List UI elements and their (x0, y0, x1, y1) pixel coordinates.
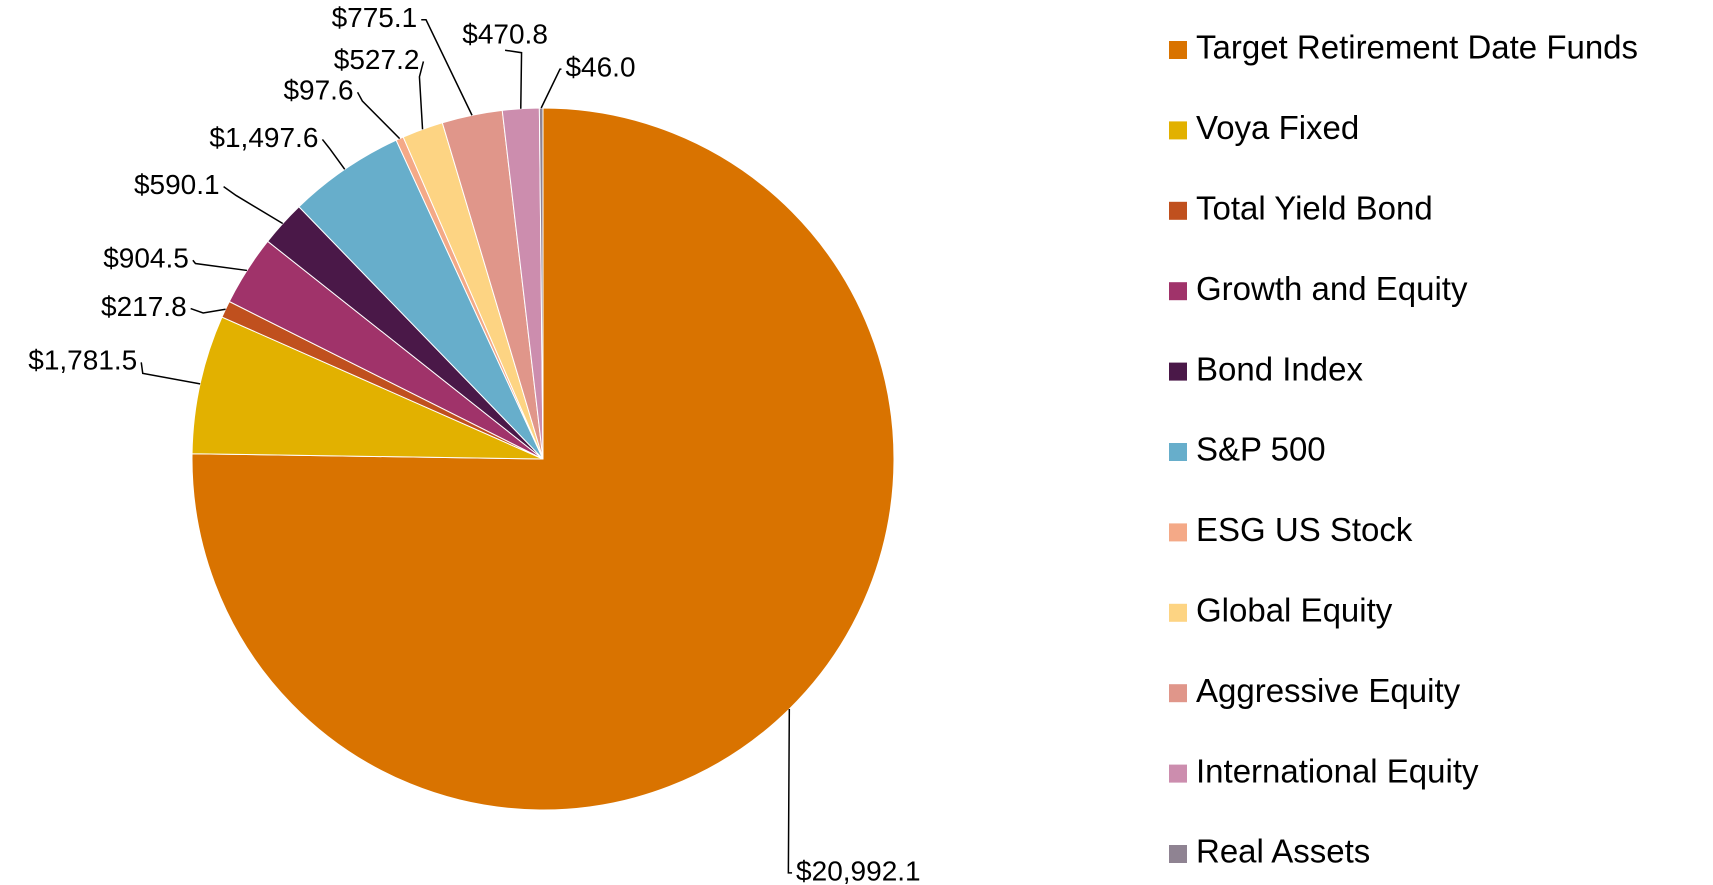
leader-line (321, 138, 346, 170)
legend-label: Bond Index (1196, 350, 1363, 387)
leader-line (190, 307, 226, 314)
legend-swatch (1169, 443, 1187, 461)
data-label: $775.1 (332, 2, 418, 33)
data-label: $527.2 (334, 44, 420, 75)
leader-line (192, 259, 248, 272)
data-label: $20,992.1 (796, 855, 921, 885)
leader-line (140, 362, 201, 385)
legend-swatch (1169, 845, 1187, 863)
legend-swatch (1169, 362, 1187, 381)
leader-line (356, 91, 401, 140)
leader-line (504, 49, 523, 109)
legend-swatch (1169, 684, 1187, 703)
legend-label: Real Assets (1196, 833, 1370, 870)
legend-label: S&P 500 (1196, 431, 1326, 468)
data-label: $46.0 (565, 52, 635, 83)
leader-line (787, 709, 793, 874)
legend-swatch (1169, 764, 1187, 783)
data-label: $470.8 (462, 19, 548, 50)
legend-label: Global Equity (1196, 592, 1393, 629)
data-label: $97.6 (283, 75, 353, 106)
data-label: $1,781.5 (28, 345, 137, 376)
pie-slice (191, 107, 895, 811)
legend-swatch (1169, 523, 1187, 542)
pie-slice (191, 316, 544, 460)
legend-label: Aggressive Equity (1196, 672, 1461, 709)
legend-label: Target Retirement Date Funds (1196, 29, 1638, 66)
data-label: $590.1 (134, 169, 220, 200)
legend-label: Total Yield Bond (1196, 190, 1433, 227)
data-label: $1,497.6 (209, 122, 318, 153)
legend-swatch (1169, 282, 1187, 301)
legend-label: ESG US Stock (1196, 511, 1413, 548)
leader-line (418, 61, 425, 130)
data-label: $904.5 (103, 243, 189, 274)
legend-swatch (1169, 41, 1187, 59)
legend-swatch (1169, 121, 1187, 140)
legend-swatch (1169, 603, 1187, 622)
leader-line (223, 186, 284, 225)
legend-label: International Equity (1196, 752, 1479, 789)
legend-swatch (1169, 201, 1187, 220)
leader-line (421, 19, 473, 116)
data-label: $217.8 (101, 291, 187, 322)
legend-label: Growth and Equity (1196, 270, 1468, 307)
leader-line (540, 68, 562, 109)
legend-label: Voya Fixed (1196, 109, 1359, 146)
pie-slice (538, 107, 544, 460)
